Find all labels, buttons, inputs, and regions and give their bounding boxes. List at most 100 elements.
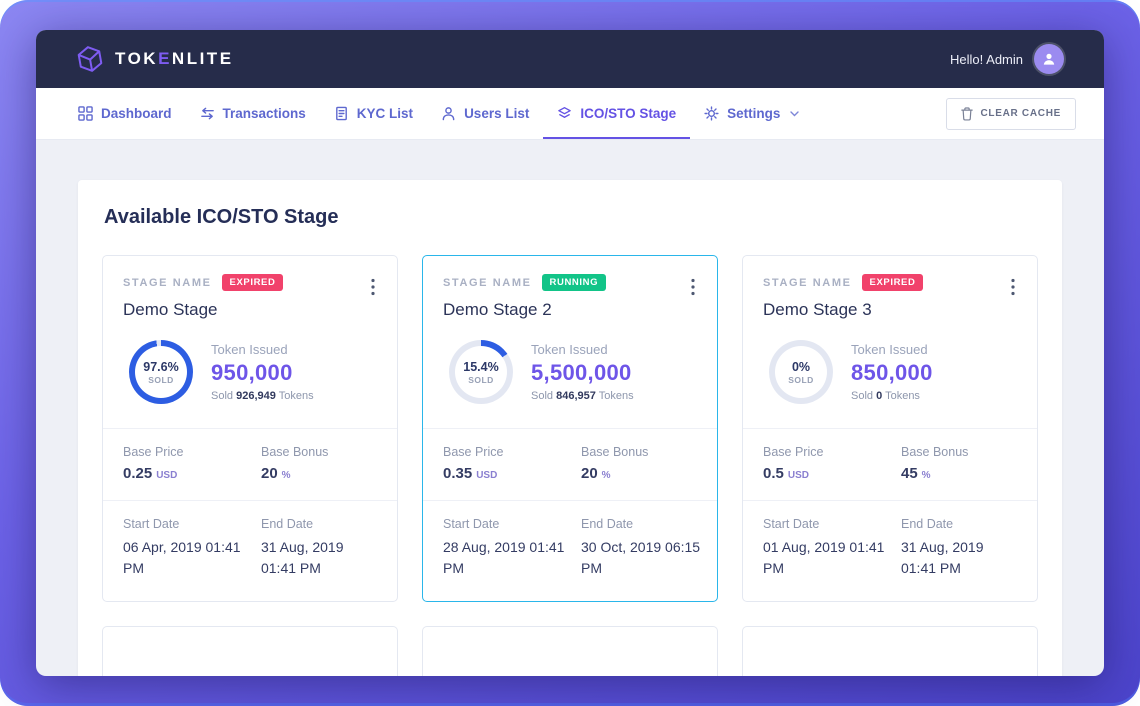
next-row-cards-clipped [102,626,1038,676]
greeting-text: Hello! Admin [950,51,1023,67]
status-badge: EXPIRED [221,274,284,291]
end-date-value: 31 Aug, 2019 01:41 PM [900,539,984,576]
base-bonus-value: 20% [260,465,291,482]
nav-item-transactions[interactable]: Transactions [186,88,320,139]
layers-icon [558,106,572,118]
base-price-label: Base Price [123,445,184,459]
token-issued-label: Token Issued [211,342,288,357]
clear-cache-label: CLEAR CACHE [980,108,1061,119]
start-date-value: 01 Aug, 2019 01:41 PM [763,539,885,576]
price-bonus-row: Base Price 0.35 USD Base Bonus 20% [423,428,717,500]
start-date-value: 28 Aug, 2019 01:41 PM [443,539,565,576]
tokenlite-cube-icon [76,45,104,73]
stage-name-label: STAGE NAME [763,276,852,289]
base-bonus-label: Base Bonus [260,445,329,459]
start-date-label: Start Date [763,517,820,531]
kebab-menu-icon[interactable] [1005,274,1021,300]
brand-name: TOKENLITE [115,49,234,68]
sold-label: SOLD [788,374,814,385]
stages-panel: Available ICO/STO Stage STAGE NAME EXPIR… [78,180,1062,676]
stage-name-label: STAGE NAME [123,276,212,289]
token-summary: 15.4% SOLD Token Issued 5,500,000 Sold 8… [423,334,717,428]
base-bonus-label: Base Bonus [580,445,649,459]
token-summary: 97.6% SOLD Token Issued 950,000 Sold 926… [103,334,397,428]
main-content: Available ICO/STO Stage STAGE NAME EXPIR… [36,140,1104,676]
base-price-value: 0.5 USD [763,465,809,482]
nav-item-users-list[interactable]: Users List [427,88,543,139]
main-navigation: Dashboard Transactions KYC List Users Li… [36,88,1104,140]
card-header: STAGE NAME EXPIRED Demo Stage 3 [743,256,1037,334]
dates-row: Start Date 01 Aug, 2019 01:41 PM End Dat… [743,500,1037,601]
card-header: STAGE NAME RUNNING Demo Stage 2 [423,256,717,334]
stage-card-demo-stage-3: STAGE NAME EXPIRED Demo Stage 3 0% [742,255,1038,602]
stage-card-partial [742,626,1038,676]
status-badge: EXPIRED [861,274,924,291]
status-badge: RUNNING [541,274,607,291]
nav-label: Users List [464,106,530,121]
sold-percent: 0% [791,359,811,374]
start-date-label: Start Date [443,517,500,531]
sold-tokens-line: Sold 846,957 Tokens [531,390,634,402]
user-area: Hello! Admin [950,44,1064,74]
nav-item-ico-sto-stage[interactable]: ICO/STO Stage [543,88,690,139]
avatar[interactable] [1034,44,1064,74]
sold-percent: 97.6% [143,359,179,374]
base-price-label: Base Price [763,445,824,459]
clear-cache-button[interactable]: CLEAR CACHE [945,97,1076,130]
token-issued-value: 850,000 [851,360,933,385]
card-header: STAGE NAME EXPIRED Demo Stage [103,256,397,334]
exchange-icon [200,107,214,120]
top-header-bar: TOKENLITE Hello! Admin [36,30,1104,88]
end-date-value: 30 Oct, 2019 06:15 PM [580,539,701,576]
nav-label: Settings [727,106,781,121]
brand-logo[interactable]: TOKENLITE [76,45,234,73]
page-title: Available ICO/STO Stage [104,206,339,228]
stage-title: Demo Stage [123,300,218,319]
base-price-value: 0.35 USD [443,465,498,482]
trash-icon [960,106,973,121]
sold-tokens-line: Sold 0 Tokens [851,390,920,402]
token-issued-label: Token Issued [531,342,608,357]
dates-row: Start Date 28 Aug, 2019 01:41 PM End Dat… [423,500,717,601]
nav-label: Transactions [222,106,306,121]
nav-item-dashboard[interactable]: Dashboard [64,88,186,139]
sold-donut-chart: 15.4% SOLD [449,340,513,404]
nav-label: Dashboard [101,106,172,121]
sold-donut-chart: 97.6% SOLD [129,340,193,404]
user-avatar-icon [1043,53,1055,65]
dates-row: Start Date 06 Apr, 2019 01:41 PM End Dat… [103,500,397,601]
token-summary: 0% SOLD Token Issued 850,000 Sold 0 Toke… [743,334,1037,428]
stage-cards-grid: STAGE NAME EXPIRED Demo Stage 97.6% [102,255,1038,602]
base-bonus-value: 45% [900,465,931,482]
sold-label: SOLD [468,374,494,385]
base-price-value: 0.25 USD [123,465,178,482]
base-bonus-value: 20% [580,465,611,482]
price-bonus-row: Base Price 0.25 USD Base Bonus 20% [103,428,397,500]
kebab-menu-icon[interactable] [685,274,701,300]
stage-card-partial [422,626,718,676]
token-issued-value: 5,500,000 [531,360,632,385]
stage-card-demo-stage-2: STAGE NAME RUNNING Demo Stage 2 15. [422,255,718,602]
stage-card-partial [102,626,398,676]
nav-label: ICO/STO Stage [580,106,677,121]
kebab-menu-icon[interactable] [365,274,381,300]
nav-item-kyc-list[interactable]: KYC List [320,88,427,139]
stage-title: Demo Stage 3 [763,300,872,319]
start-date-label: Start Date [123,517,180,531]
end-date-label: End Date [900,517,954,531]
nav-label: KYC List [356,106,414,121]
chevron-down-icon [790,110,800,116]
user-icon [442,107,455,121]
token-issued-label: Token Issued [851,342,928,357]
sold-tokens-line: Sold 926,949 Tokens [211,390,314,402]
nav-item-settings[interactable]: Settings [690,88,813,139]
grid-icon [78,106,93,121]
token-issued-value: 950,000 [211,360,293,385]
document-icon [335,106,347,121]
end-date-label: End Date [260,517,314,531]
sold-donut-chart: 0% SOLD [769,340,833,404]
end-date-label: End Date [580,517,634,531]
sold-label: SOLD [148,374,174,385]
stage-name-label: STAGE NAME [443,276,532,289]
sold-percent: 15.4% [463,359,499,374]
